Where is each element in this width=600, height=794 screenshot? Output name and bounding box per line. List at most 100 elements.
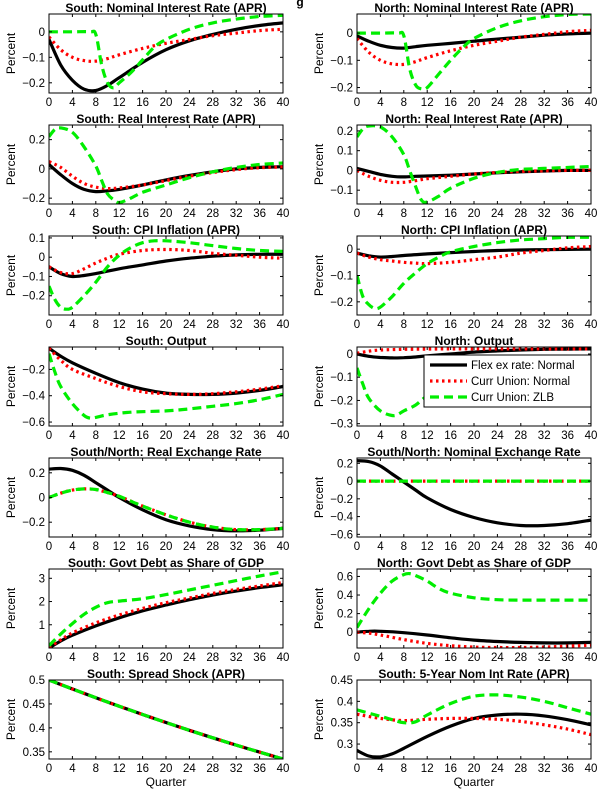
y-tick-label: 0 <box>347 28 353 40</box>
x-tick-label: 4 <box>69 319 76 331</box>
y-tick-label: 0.4 <box>29 723 46 735</box>
y-axis-label: Percent <box>4 254 18 296</box>
series-line-flex-ex-rate-normal <box>49 21 283 93</box>
y-axis-label: Percent <box>4 476 18 518</box>
x-tick-label: 40 <box>277 763 290 775</box>
y-tick-label: 0 <box>39 493 45 505</box>
x-tick-label: 28 <box>206 541 219 553</box>
x-tick-label: 0 <box>46 97 52 109</box>
y-axis-label: Percent <box>312 587 326 629</box>
y-tick-label: −0.6 <box>330 529 353 541</box>
y-axis-label: Percent <box>4 365 18 407</box>
legend: Flex ex rate: Normal Curr Union: Normal Cu… <box>423 354 592 408</box>
x-tick-label: 16 <box>444 319 457 331</box>
x-tick-label: 32 <box>538 208 551 220</box>
panel-south-north-real-exchange-rate: 0 4 8 12 16 20 24 28 32 36 40−0.200.2PercentSouth/… <box>4 445 289 553</box>
x-tick-label: 16 <box>136 97 149 109</box>
x-tick-label: 8 <box>93 541 99 553</box>
axes-frame <box>48 568 284 649</box>
y-tick-label: 3 <box>39 573 45 585</box>
panel-south-output: 0 4 8 12 16 20 24 28 32 36 40 −0.6 −0.4 −0.2 Percent So… <box>4 334 289 442</box>
series-line-curr-union-zlb <box>49 570 283 647</box>
x-tick-label: 40 <box>277 430 290 442</box>
y-tick-label: −0.6 <box>22 417 45 429</box>
series-line-curr-union-zlb <box>49 353 283 420</box>
x-tick-label: 8 <box>401 763 407 775</box>
x-tick-label: 20 <box>468 319 481 331</box>
x-tick-label: 20 <box>468 652 481 664</box>
x-tick-label: 20 <box>468 97 481 109</box>
x-tick-label: 16 <box>136 541 149 553</box>
x-tick-label: 0 <box>354 541 360 553</box>
x-tick-label: 12 <box>113 430 126 442</box>
x-tick-label: 28 <box>206 319 219 331</box>
y-tick-label: −0.3 <box>330 419 353 431</box>
panel-north-nominal-interest-rate-apr: 0 4 8 12 16 20 24 28 32 36 40 −0.2 −0.1 0 Percent North… <box>312 1 597 109</box>
series-line-flex-ex-rate-normal <box>49 347 283 397</box>
x-tick-label: 36 <box>253 208 266 220</box>
series-line-curr-union-zlb <box>49 126 283 204</box>
x-tick-label: 28 <box>514 430 527 442</box>
x-tick-label: 20 <box>160 763 173 775</box>
x-tick-label: 36 <box>561 652 574 664</box>
x-tick-label: 32 <box>230 97 243 109</box>
series-line-curr-union-zlb <box>49 238 283 311</box>
series-line-curr-union-normal <box>49 347 283 397</box>
panel-south-north-nominal-exchange-rate: 0 4 8 12 16 20 24 28 32 36 40 −0.6 −0.4 −0.2 0 0.2 Perce… <box>312 445 597 553</box>
y-tick-label: 0 <box>347 165 353 177</box>
x-tick-label: 40 <box>585 97 598 109</box>
x-tick-label: 28 <box>206 763 219 775</box>
x-tick-label: 4 <box>69 430 76 442</box>
y-tick-label: 0.1 <box>337 146 353 158</box>
series-line-curr-union-normal <box>357 28 591 67</box>
x-tick-label: 16 <box>136 319 149 331</box>
x-tick-label: 4 <box>69 208 76 220</box>
y-tick-label: −0.1 <box>330 271 353 283</box>
panel-title: South: Real Interest Rate (APR) <box>76 112 255 126</box>
series-line-curr-union-zlb <box>49 680 283 759</box>
y-tick-label: −0.1 <box>22 271 45 283</box>
x-tick-label: 24 <box>183 652 196 664</box>
x-tick-label: 20 <box>468 208 481 220</box>
y-tick-label: 0.3 <box>337 739 353 751</box>
x-tick-label: 36 <box>561 541 574 553</box>
x-tick-label: 8 <box>93 97 99 109</box>
x-tick-label: 40 <box>585 319 598 331</box>
x-tick-label: 0 <box>46 319 52 331</box>
x-tick-label: 40 <box>277 652 290 664</box>
x-tick-label: 40 <box>277 319 290 331</box>
x-tick-label: 12 <box>113 652 126 664</box>
x-tick-label: 36 <box>253 652 266 664</box>
x-tick-label: 24 <box>183 541 196 553</box>
y-tick-label: −0.2 <box>22 78 45 90</box>
x-tick-label: 8 <box>93 652 99 664</box>
panel-south-nominal-interest-rate-apr: 0 4 8 12 16 20 24 28 32 36 40 −0.2 −0.1 0 Percent South… <box>4 1 289 109</box>
x-tick-label: 4 <box>377 763 384 775</box>
x-tick-label: 32 <box>538 652 551 664</box>
x-tick-label: 20 <box>160 652 173 664</box>
x-tick-label: 40 <box>585 541 598 553</box>
x-tick-label: 0 <box>354 97 360 109</box>
x-tick-label: 40 <box>277 541 290 553</box>
y-tick-label: 0 <box>39 252 45 264</box>
legend-label: Flex ex rate: Normal <box>471 360 575 372</box>
y-tick-label: 0 <box>347 627 353 639</box>
x-tick-label: 12 <box>113 763 126 775</box>
x-tick-label: 0 <box>354 319 360 331</box>
x-tick-label: 16 <box>444 208 457 220</box>
y-tick-label: −0.2 <box>330 494 353 506</box>
x-tick-label: 32 <box>538 763 551 775</box>
y-tick-label: 2 <box>39 597 45 609</box>
x-tick-label: 24 <box>491 652 504 664</box>
x-tick-label: 8 <box>401 652 407 664</box>
x-tick-label: 32 <box>230 430 243 442</box>
x-tick-label: 24 <box>183 430 196 442</box>
panel-south-5-year-nom-int-rate-apr: 0 4 8 12 16 20 24 28 32 36 40 0.3 0.35 0.4 0.45 Percent… <box>312 667 597 789</box>
x-tick-label: 12 <box>113 541 126 553</box>
x-tick-label: 0 <box>46 541 52 553</box>
panel-title: North: CPI Inflation (APR) <box>401 223 547 237</box>
x-tick-label: 0 <box>354 430 360 442</box>
x-tick-label: 24 <box>491 430 504 442</box>
y-axis-label: Percent <box>312 143 326 185</box>
y-tick-label: 0.5 <box>29 675 45 687</box>
